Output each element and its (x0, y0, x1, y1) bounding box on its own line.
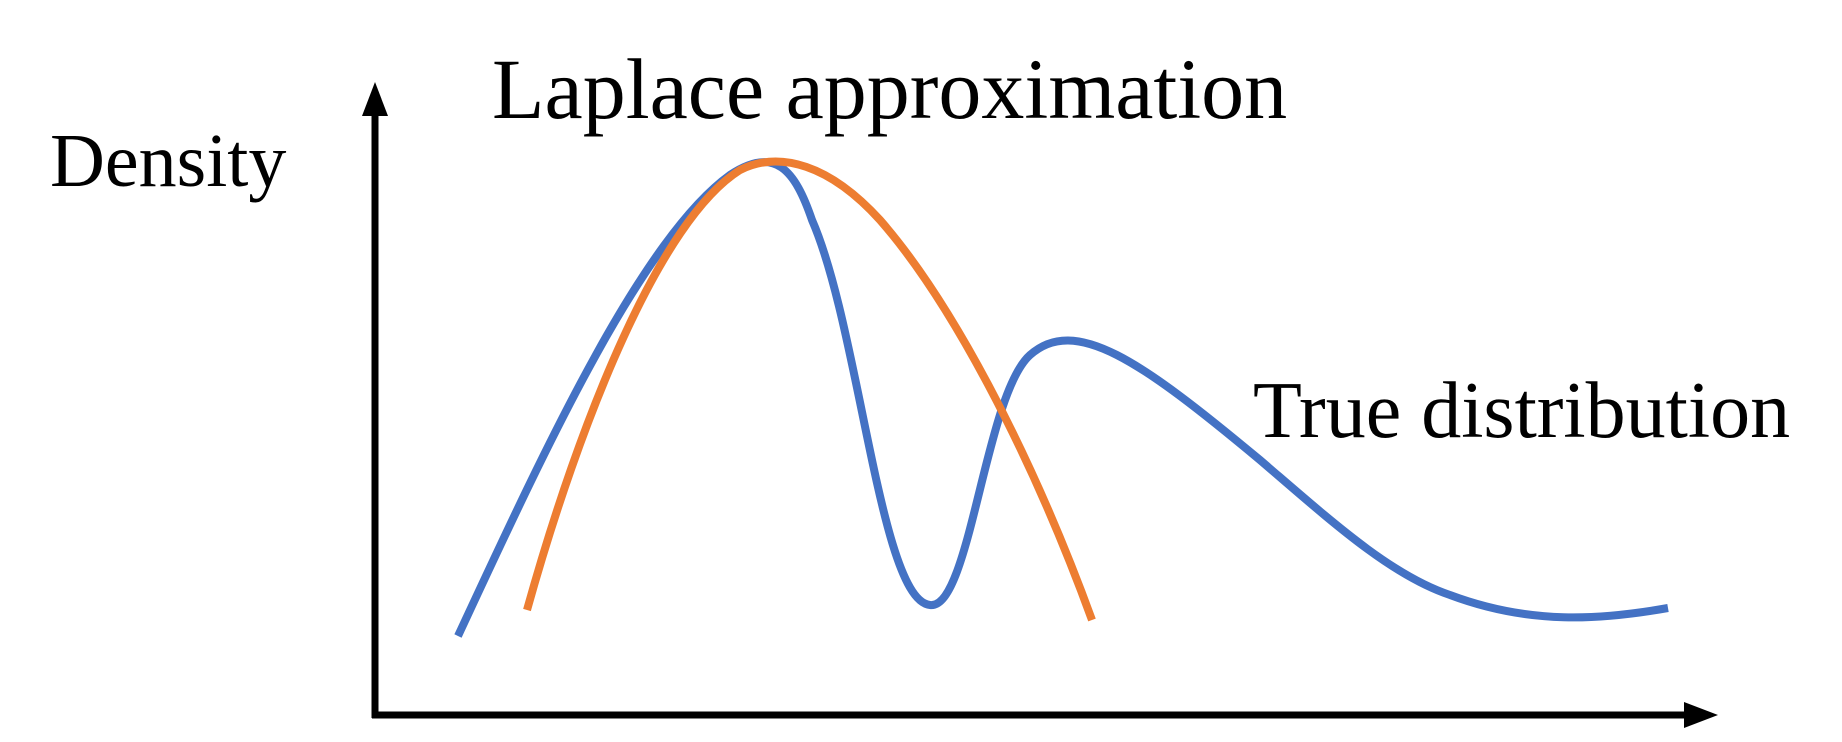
laplace-approximation-curve (523, 157, 1096, 622)
laplace-approximation-label: Laplace approximation (492, 41, 1287, 137)
true-distribution-label: True distribution (1253, 367, 1790, 455)
x-axis-arrowhead (1684, 702, 1718, 728)
y-axis-arrowhead (362, 82, 388, 116)
y-axis-label: Density (50, 119, 286, 203)
axes (362, 82, 1718, 728)
